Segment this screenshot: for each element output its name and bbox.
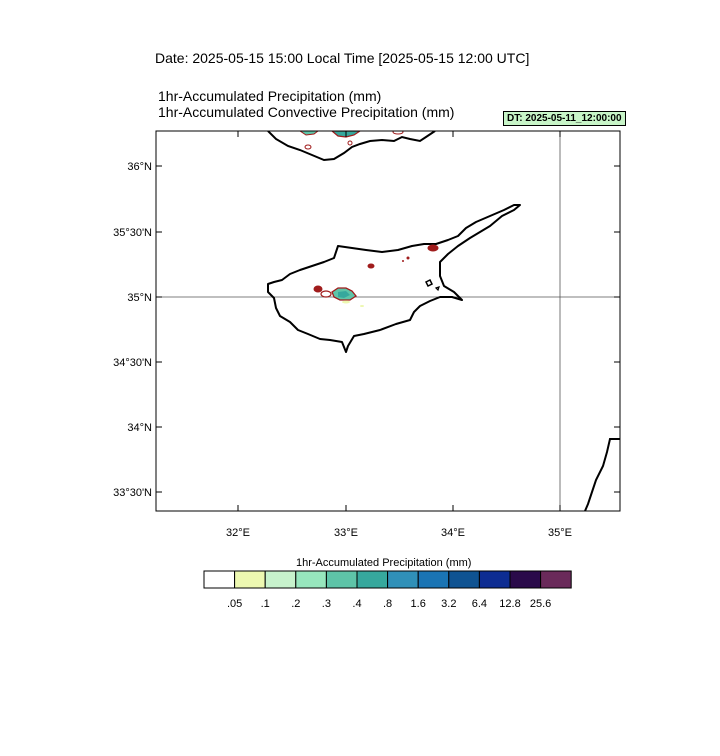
colorbar-label: .8 [383,598,393,610]
light-precip-cell [360,305,364,307]
lon-label-34e: 34°E [441,527,465,539]
colorbar-label: 1.6 [410,598,426,610]
precip-area-troodos-core [338,291,350,298]
convective-cell-small-1 [406,256,410,260]
colorbar-box-0 [203,570,236,589]
colorbar-label: 3.2 [441,598,457,610]
lat-label-35-30n: 35°30'N [113,227,152,239]
colorbar-box-1 [234,570,266,589]
colorbar-label: 25.6 [529,598,552,610]
convective-cell-north-1 [304,144,312,150]
precip-area-north-2 [299,131,319,136]
colorbar-label: 12.8 [499,598,521,610]
lat-label-35n: 35°N [127,292,152,304]
islet [424,278,434,288]
colorbar-label: 6.4 [471,598,488,610]
convective-cell-small-2 [402,260,404,262]
lat-label-36n: 36°N [127,161,152,173]
colorbar-title: 1hr-Accumulated Precipitation (mm) [296,557,472,569]
convective-cell-west [313,285,323,293]
colorbar-box-9 [478,570,511,589]
colorbar-box-4 [325,570,358,589]
lon-label-32e: 32°E [226,527,250,539]
colorbar-box-10 [509,570,542,589]
colorbar-label: .3 [321,598,331,610]
map-frame [155,130,621,512]
precip-subtitle: 1hr-Accumulated Precipitation (mm) [158,88,382,104]
islet-2 [434,286,440,292]
lon-label-33e: 33°E [334,527,358,539]
convective-subtitle: 1hr-Accumulated Convective Precipitation… [158,104,455,120]
light-precip-cell-2 [342,300,350,304]
lat-ticks [156,165,620,493]
lon-label-35e: 35°E [548,527,572,539]
convective-cell-nicosia [367,263,375,269]
colorbar-box-5 [356,570,389,589]
colorbar-box-6 [387,570,419,589]
lon-ticks [237,131,561,511]
convective-cell-west-2 [320,290,332,298]
lat-label-34-30n: 34°30'N [113,357,152,369]
colorbar-label: .2 [291,598,301,610]
turkey-coastline [267,131,436,162]
convective-cell-north-3 [392,131,404,135]
colorbar-label: .1 [260,598,270,610]
colorbar-box-7 [417,570,450,589]
levant-coastline [584,438,620,511]
cyprus-coastline [267,204,521,353]
lat-label-33-30n: 33°30'N [113,487,152,499]
convective-cell-east [427,244,439,252]
colorbar-box-11 [540,570,572,589]
colorbar-label: .05 [226,598,243,610]
colorbar-label: .4 [352,598,362,610]
colorbar-box-8 [448,570,480,589]
date-title: Date: 2025-05-15 15:00 Local Time [2025-… [155,50,530,66]
colorbar-box-3 [295,570,327,589]
lat-label-34n: 34°N [127,422,152,434]
colorbar [203,570,572,589]
colorbar-box-2 [264,570,297,589]
dt-badge: DT: 2025-05-11_12:00:00 [503,111,626,126]
convective-cell-north-2 [347,140,353,146]
